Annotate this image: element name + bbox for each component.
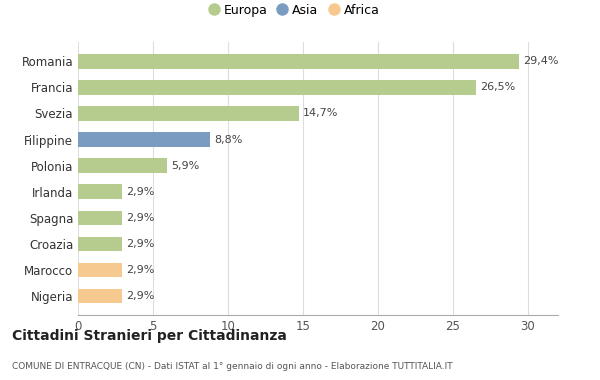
Text: Cittadini Stranieri per Cittadinanza: Cittadini Stranieri per Cittadinanza (12, 329, 287, 343)
Bar (78, 132, 210, 147)
Text: 14,7%: 14,7% (303, 108, 338, 119)
Text: 2,9%: 2,9% (126, 239, 154, 249)
Bar (78, 211, 121, 225)
Legend: Europa, Asia, Africa: Europa, Asia, Africa (203, 0, 385, 22)
Text: 8,8%: 8,8% (215, 135, 243, 144)
Text: 5,9%: 5,9% (171, 161, 199, 171)
Text: 2,9%: 2,9% (126, 291, 154, 301)
Text: 2,9%: 2,9% (126, 265, 154, 275)
Bar (78, 106, 299, 121)
Text: 2,9%: 2,9% (126, 213, 154, 223)
Bar (78, 54, 519, 68)
Bar (78, 263, 121, 277)
Text: 26,5%: 26,5% (480, 82, 515, 92)
Bar (78, 289, 121, 303)
Bar (78, 236, 121, 251)
Bar (78, 80, 476, 95)
Text: 29,4%: 29,4% (523, 56, 559, 66)
Bar (78, 158, 167, 173)
Text: 2,9%: 2,9% (126, 187, 154, 196)
Bar (78, 184, 121, 199)
Text: COMUNE DI ENTRACQUE (CN) - Dati ISTAT al 1° gennaio di ogni anno - Elaborazione : COMUNE DI ENTRACQUE (CN) - Dati ISTAT al… (12, 362, 452, 370)
